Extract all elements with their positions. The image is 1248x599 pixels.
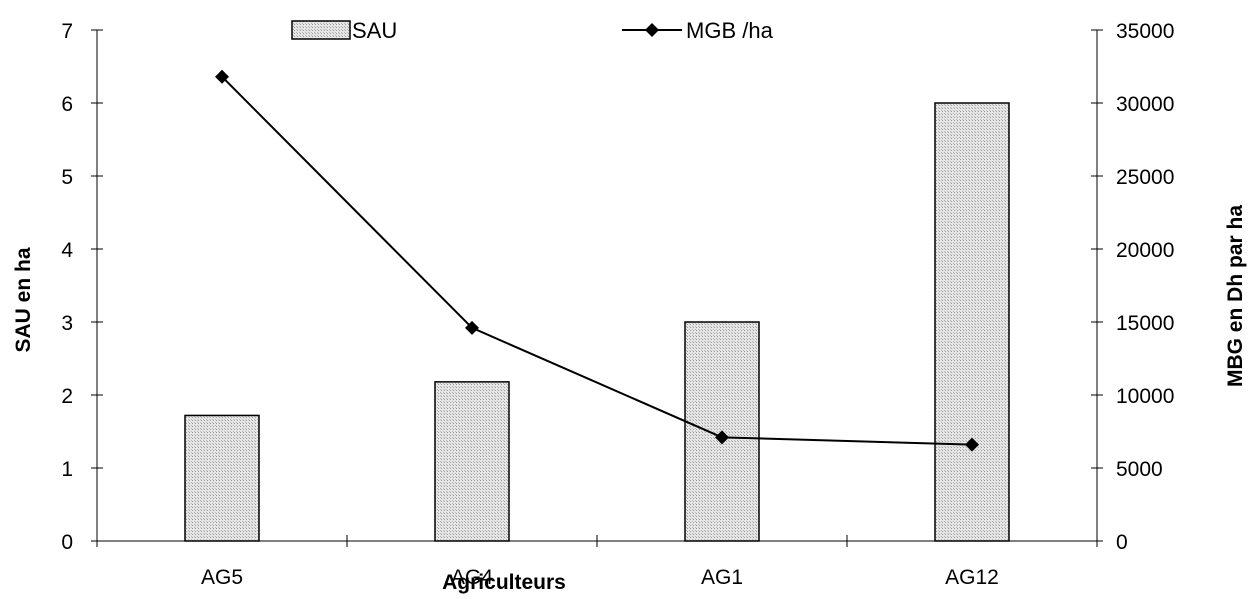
bar-ag5: [184, 414, 260, 542]
x-tick-label-ag5: AG5: [201, 566, 243, 589]
y-tick-label-right: 25000: [1116, 166, 1174, 189]
line-point-ag1: [715, 430, 729, 445]
y-tick-label-left: 3: [61, 312, 73, 335]
y-tick-label-left: 7: [61, 20, 73, 43]
y-tick-label-right: 5000: [1116, 458, 1163, 481]
y-tick-label-right: 0: [1116, 531, 1128, 554]
y-axis-title-right: MBG en Dh par ha: [1224, 205, 1247, 387]
y-axis-title-left: SAU en ha: [12, 247, 35, 352]
y-tick-label-left: 1: [61, 458, 73, 481]
bar-ag12: [934, 102, 1010, 542]
x-axis-title: Agriculteurs: [442, 571, 566, 594]
line-point-ag12: [965, 437, 979, 452]
y-tick-label-left: 4: [61, 239, 73, 262]
y-tick-label-left: 0: [61, 531, 73, 554]
legend-label-mgb: MGB /ha: [686, 18, 774, 43]
x-tick-label-ag4: AG4: [451, 566, 493, 589]
legend: SAU MGB /ha: [291, 18, 774, 43]
line-point-ag5: [215, 69, 229, 84]
bar-ag4: [434, 381, 510, 542]
y-tick-label-right: 30000: [1116, 93, 1174, 116]
y-tick-label-right: 35000: [1116, 20, 1174, 43]
y-tick-label-right: 15000: [1116, 312, 1174, 335]
line-mgb-ha: [221, 76, 973, 446]
legend-swatch-mgb-marker: [645, 23, 659, 37]
legend-label-sau: SAU: [352, 18, 397, 43]
y-tick-label-right: 20000: [1116, 239, 1174, 262]
legend-swatch-sau: [291, 20, 351, 40]
y-tick-label-left: 6: [61, 93, 73, 116]
y-tick-label-right: 10000: [1116, 385, 1174, 408]
x-tick-label-ag1: AG1: [701, 566, 743, 589]
y-tick-label-left: 2: [61, 385, 73, 408]
y-tick-label-left: 5: [61, 166, 73, 189]
x-tick-label-ag12: AG12: [945, 566, 999, 589]
line-point-ag4: [465, 320, 479, 335]
